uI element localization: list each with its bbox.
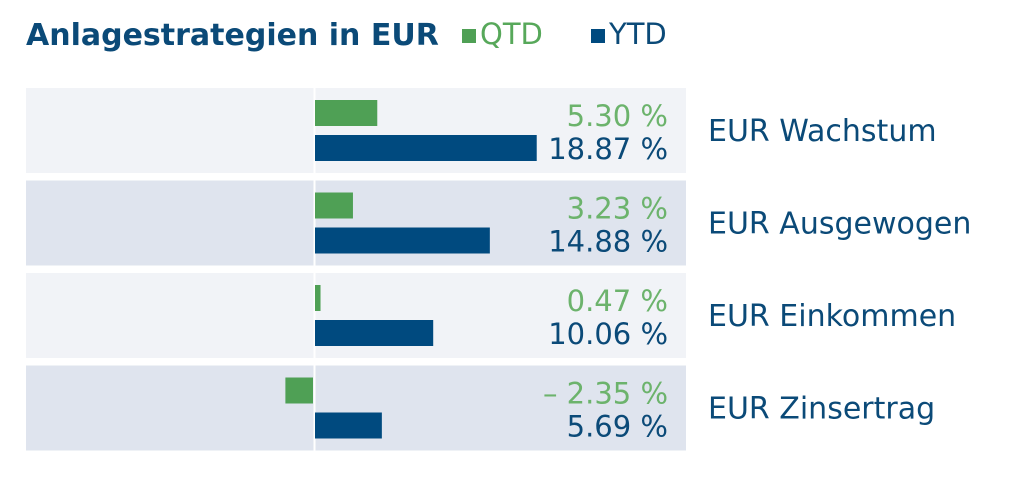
bar-qtd-eur-ausgewogen: [315, 192, 353, 219]
value-label-ytd-eur-zinsertrag: 5.69 %: [567, 410, 668, 444]
bar-qtd-eur-einkommen: [315, 285, 321, 311]
bar-ytd-eur-einkommen: [315, 320, 434, 346]
value-label-qtd-eur-einkommen: 0.47 %: [567, 284, 668, 318]
bar-qtd-eur-wachstum: [315, 100, 378, 126]
category-label-eur-ausgewogen: EUR Ausgewogen: [708, 207, 971, 242]
legend-label-qtd: QTD: [480, 17, 543, 51]
legend: QTD YTD: [462, 17, 667, 51]
bar-qtd-eur-zinsertrag: [285, 377, 313, 404]
chart-title: Anlagestrategien in EUR: [26, 18, 439, 53]
value-label-qtd-eur-ausgewogen: 3.23 %: [567, 192, 668, 226]
category-label-eur-zinsertrag: EUR Zinsertrag: [708, 392, 935, 427]
category-label-eur-einkommen: EUR Einkommen: [708, 299, 956, 334]
bar-ytd-eur-wachstum: [315, 135, 537, 161]
value-labels: 5.30 %18.87 % 3.23 %14.88 % 0.47 %10.06 % –…: [543, 99, 668, 444]
bar-ytd-eur-ausgewogen: [315, 227, 490, 254]
category-label-eur-wachstum: EUR Wachstum: [708, 114, 937, 149]
value-label-ytd-eur-einkommen: 10.06 %: [548, 317, 668, 351]
legend-swatch-qtd: [462, 29, 476, 43]
value-label-ytd-eur-ausgewogen: 14.88 %: [548, 225, 668, 259]
legend-swatch-ytd: [591, 29, 605, 43]
bar-ytd-eur-zinsertrag: [315, 412, 382, 439]
bars: [285, 100, 537, 439]
value-label-qtd-eur-zinsertrag: – 2.35 %: [543, 377, 668, 411]
value-label-ytd-eur-wachstum: 18.87 %: [548, 132, 668, 166]
category-labels: EUR Wachstum EUR Ausgewogen EUR Einkommen E…: [708, 114, 971, 427]
legend-label-ytd: YTD: [608, 17, 667, 51]
value-label-qtd-eur-wachstum: 5.30 %: [567, 99, 668, 133]
